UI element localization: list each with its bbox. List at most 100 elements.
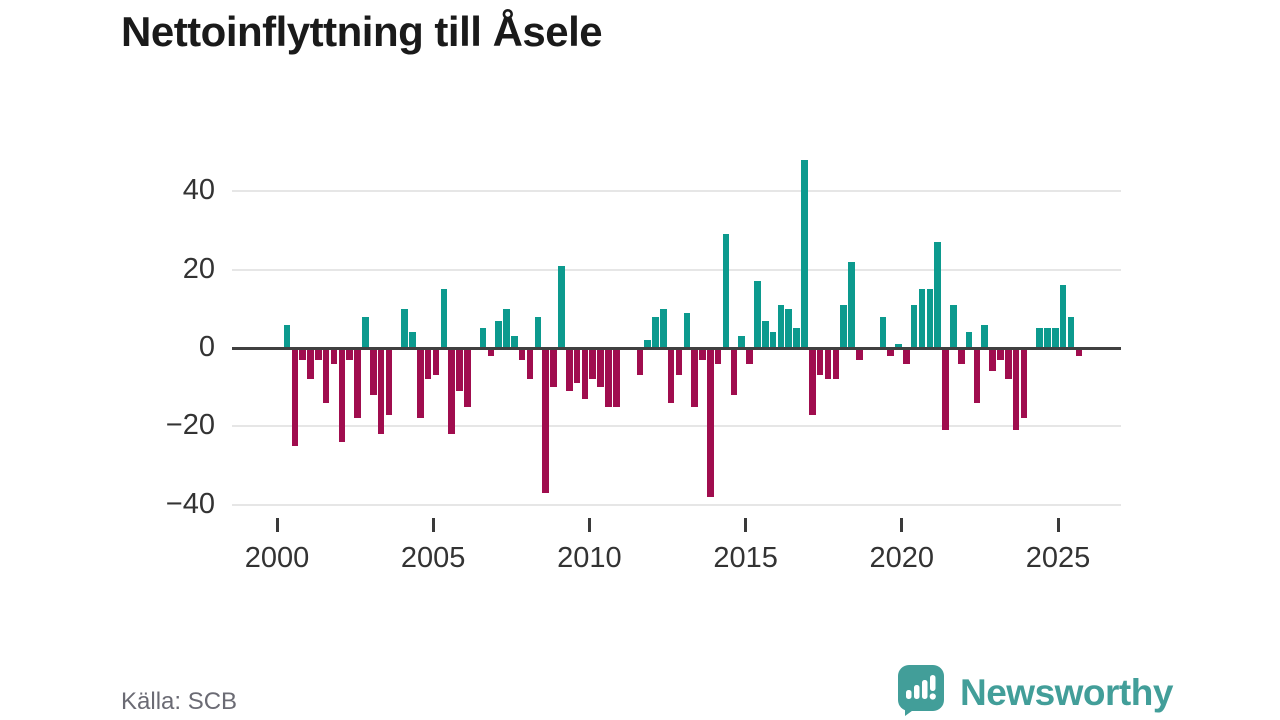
net-migration-bar <box>495 320 502 348</box>
y-axis-tick-label: 40 <box>182 174 215 207</box>
net-migration-bar <box>558 265 565 348</box>
x-axis-tick-label: 2000 <box>244 542 310 574</box>
net-migration-bar <box>338 348 346 442</box>
net-migration-bar <box>526 348 534 380</box>
net-migration-bar <box>691 348 698 407</box>
gridline-y40 <box>232 190 1121 193</box>
net-migration-bar <box>950 304 957 348</box>
x-axis-tick-mark <box>275 518 279 532</box>
net-migration-bar <box>362 316 369 348</box>
net-migration-bar <box>581 348 589 399</box>
net-migration-bar <box>330 348 338 364</box>
net-migration-bar <box>1052 328 1059 348</box>
net-migration-bar <box>424 348 432 380</box>
net-migration-bar <box>385 348 393 415</box>
net-migration-bar <box>589 348 597 380</box>
net-migration-bar <box>377 348 385 435</box>
net-migration-bar <box>597 348 604 388</box>
net-migration-bar <box>534 316 542 348</box>
net-migration-bar <box>879 316 887 348</box>
net-migration-bar <box>660 308 667 348</box>
net-migration-bar <box>307 348 314 380</box>
net-migration-bar <box>550 348 557 388</box>
net-migration-bar <box>448 348 455 435</box>
net-migration-bar <box>910 304 918 348</box>
net-migration-bar <box>1067 316 1075 348</box>
net-migration-bar <box>652 316 659 348</box>
net-migration-bar <box>903 348 910 364</box>
net-migration-bar <box>942 348 949 431</box>
net-migration-bar <box>464 348 471 407</box>
net-migration-bar <box>573 348 581 384</box>
net-migration-bar <box>761 320 769 348</box>
net-migration-bar <box>346 348 353 360</box>
net-migration-bar <box>722 234 730 348</box>
net-migration-bar <box>1075 348 1083 356</box>
net-migration-bar <box>707 348 714 497</box>
net-migration-bar <box>479 328 487 348</box>
net-migration-bar <box>848 261 855 348</box>
net-migration-bar <box>1020 348 1028 419</box>
net-migration-bar <box>738 336 745 348</box>
net-migration-bar <box>1044 328 1051 348</box>
net-migration-bar <box>503 308 510 348</box>
net-migration-bar <box>981 324 989 348</box>
net-migration-bar <box>401 308 408 348</box>
x-axis-tick-label: 2010 <box>557 542 622 574</box>
net-migration-bar <box>793 328 800 348</box>
net-migration-bar <box>965 332 973 348</box>
net-migration-bar <box>997 348 1004 360</box>
net-migration-bar <box>644 340 651 348</box>
net-migration-bar <box>612 348 620 407</box>
x-axis-tick-label: 2015 <box>713 542 778 574</box>
newsworthy-bubble-chart-icon <box>897 664 947 720</box>
net-migration-bar <box>840 304 847 348</box>
net-migration-bar <box>518 348 526 360</box>
net-migration-bar <box>973 348 981 403</box>
net-migration-bar <box>808 348 816 415</box>
net-migration-bar <box>1004 348 1012 380</box>
net-migration-bar <box>918 289 926 348</box>
net-migration-bar <box>1012 348 1020 431</box>
y-axis-tick-label: −20 <box>165 409 215 442</box>
net-migration-bar <box>511 336 518 348</box>
net-migration-bar <box>887 348 894 356</box>
gridline-y-40 <box>232 503 1121 506</box>
net-migration-bar <box>354 348 361 419</box>
brand-logo: Newsworthy <box>897 664 1173 720</box>
net-migration-bar <box>769 332 777 348</box>
net-migration-bar <box>754 281 761 348</box>
net-migration-bar <box>409 332 416 348</box>
x-axis-tick-label: 2020 <box>869 542 935 574</box>
net-migration-bar <box>322 348 330 403</box>
net-migration-bar <box>816 348 824 376</box>
zero-axis-line <box>232 346 1121 350</box>
net-migration-bar <box>315 348 322 360</box>
net-migration-bar <box>832 348 840 380</box>
x-axis-tick-mark <box>587 518 591 532</box>
x-axis-tick-mark <box>431 518 435 532</box>
x-axis-tick-mark <box>744 518 748 532</box>
net-migration-bar <box>456 348 463 392</box>
net-migration-bar <box>699 348 706 360</box>
net-migration-bar <box>675 348 683 376</box>
net-migration-bar <box>636 348 644 376</box>
net-migration-bar <box>895 344 902 348</box>
net-migration-bar <box>801 160 808 348</box>
net-migration-bar <box>1036 328 1043 348</box>
net-migration-bar <box>683 312 691 348</box>
net-migration-bar <box>856 348 863 360</box>
net-migration-bar <box>730 348 738 395</box>
net-migration-bar <box>989 348 996 372</box>
net-migration-bar <box>299 348 306 360</box>
net-migration-bar <box>432 348 440 376</box>
net-migration-bar <box>283 324 291 348</box>
net-migration-bar <box>416 348 424 419</box>
net-migration-bar <box>440 289 448 348</box>
y-axis-tick-label: 20 <box>182 252 215 285</box>
net-migration-bar <box>714 348 722 364</box>
net-migration-bar <box>957 348 965 364</box>
chart-title: Nettoinflyttning till Åsele <box>121 8 603 55</box>
brand-wordmark: Newsworthy <box>960 671 1173 713</box>
